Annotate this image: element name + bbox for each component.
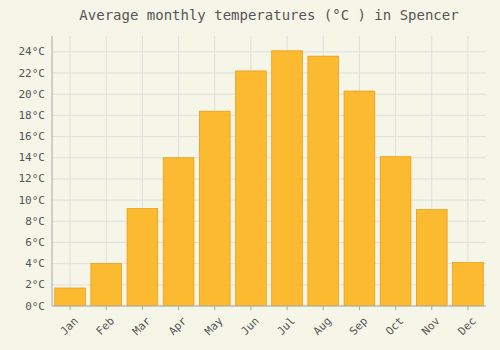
x-tick	[323, 306, 324, 310]
y-grid-line	[52, 115, 486, 116]
bar	[55, 288, 86, 306]
y-grid-line	[52, 73, 486, 74]
chart: 0°C 2°C 4°C 6°C 8°C 10°C 12°C 14°C 16°C 18°C 20°C 2…	[0, 0, 500, 350]
bar	[453, 263, 484, 306]
y-grid-line	[52, 178, 486, 179]
x-tick	[70, 306, 71, 310]
x-tick-label: Oct	[383, 315, 406, 338]
bar	[91, 264, 122, 306]
bar	[272, 51, 303, 306]
x-tick-label: Apr	[166, 314, 190, 338]
y-tick-label: 4°C	[25, 257, 45, 270]
bar	[163, 158, 194, 306]
y-tick-label: 8°C	[25, 215, 45, 228]
chart-container: 0°C 2°C 4°C 6°C 8°C 10°C 12°C 14°C 16°C 18°C 20°C 2…	[0, 0, 500, 350]
bar	[236, 71, 267, 306]
title: Average monthly temperatures (°C ) in Sp…	[79, 7, 458, 23]
y-grid-line	[52, 306, 486, 307]
x-tick	[106, 306, 107, 310]
x-axis-line	[52, 306, 486, 307]
x-tick	[178, 306, 179, 310]
y-grid-line	[52, 94, 486, 95]
x-tick-label: Mar	[130, 314, 154, 338]
y-tick-label: 12°C	[19, 172, 46, 185]
x-tick	[214, 306, 215, 310]
x-tick-label: Dec	[455, 315, 478, 338]
y-tick-label: 16°C	[19, 130, 46, 143]
bar	[199, 111, 230, 306]
x-tick-label: Feb	[94, 315, 117, 338]
y-axis-line	[52, 36, 53, 306]
x-tick-label: Jun	[238, 315, 261, 338]
y-tick-label: 10°C	[19, 194, 46, 207]
bar	[127, 209, 158, 306]
y-tick-label: 6°C	[25, 236, 45, 249]
x-tick	[395, 306, 396, 310]
bar	[308, 56, 339, 306]
y-grid-line	[52, 157, 486, 158]
x-tick	[467, 306, 468, 310]
x-tick-label: Aug	[311, 315, 334, 338]
y-tick-label: 24°C	[19, 45, 46, 58]
y-tick-label: 22°C	[19, 67, 46, 80]
y-grid-line	[52, 136, 486, 137]
bar	[380, 157, 411, 306]
x-axis: Jan Feb Mar Apr May Jun Jul Aug Sep Oct Nov Dec	[58, 306, 479, 338]
y-grid-line	[52, 51, 486, 52]
x-tick	[250, 306, 251, 310]
x-tick	[142, 306, 143, 310]
bar	[344, 91, 375, 306]
x-tick	[287, 306, 288, 310]
bars	[55, 51, 484, 306]
x-tick-label: Sep	[347, 315, 370, 338]
y-tick-label: 14°C	[19, 151, 46, 164]
y-tick-label: 2°C	[25, 278, 45, 291]
x-tick-label: May	[202, 314, 226, 338]
y-grid-line	[52, 200, 486, 201]
x-tick-label: Jul	[275, 315, 298, 338]
y-tick-label: 18°C	[19, 109, 46, 122]
x-tick-label: Nov	[419, 314, 443, 338]
bar	[416, 210, 447, 306]
x-tick	[431, 306, 432, 310]
background	[0, 0, 500, 350]
x-grid-line	[70, 36, 71, 306]
y-tick-label: 0°C	[25, 300, 45, 313]
grid	[52, 36, 486, 306]
x-tick-label: Jan	[58, 315, 81, 338]
y-tick-label: 20°C	[19, 88, 46, 101]
x-tick	[359, 306, 360, 310]
y-axis: 0°C 2°C 4°C 6°C 8°C 10°C 12°C 14°C 16°C 18°C 20°C 2…	[19, 45, 46, 312]
